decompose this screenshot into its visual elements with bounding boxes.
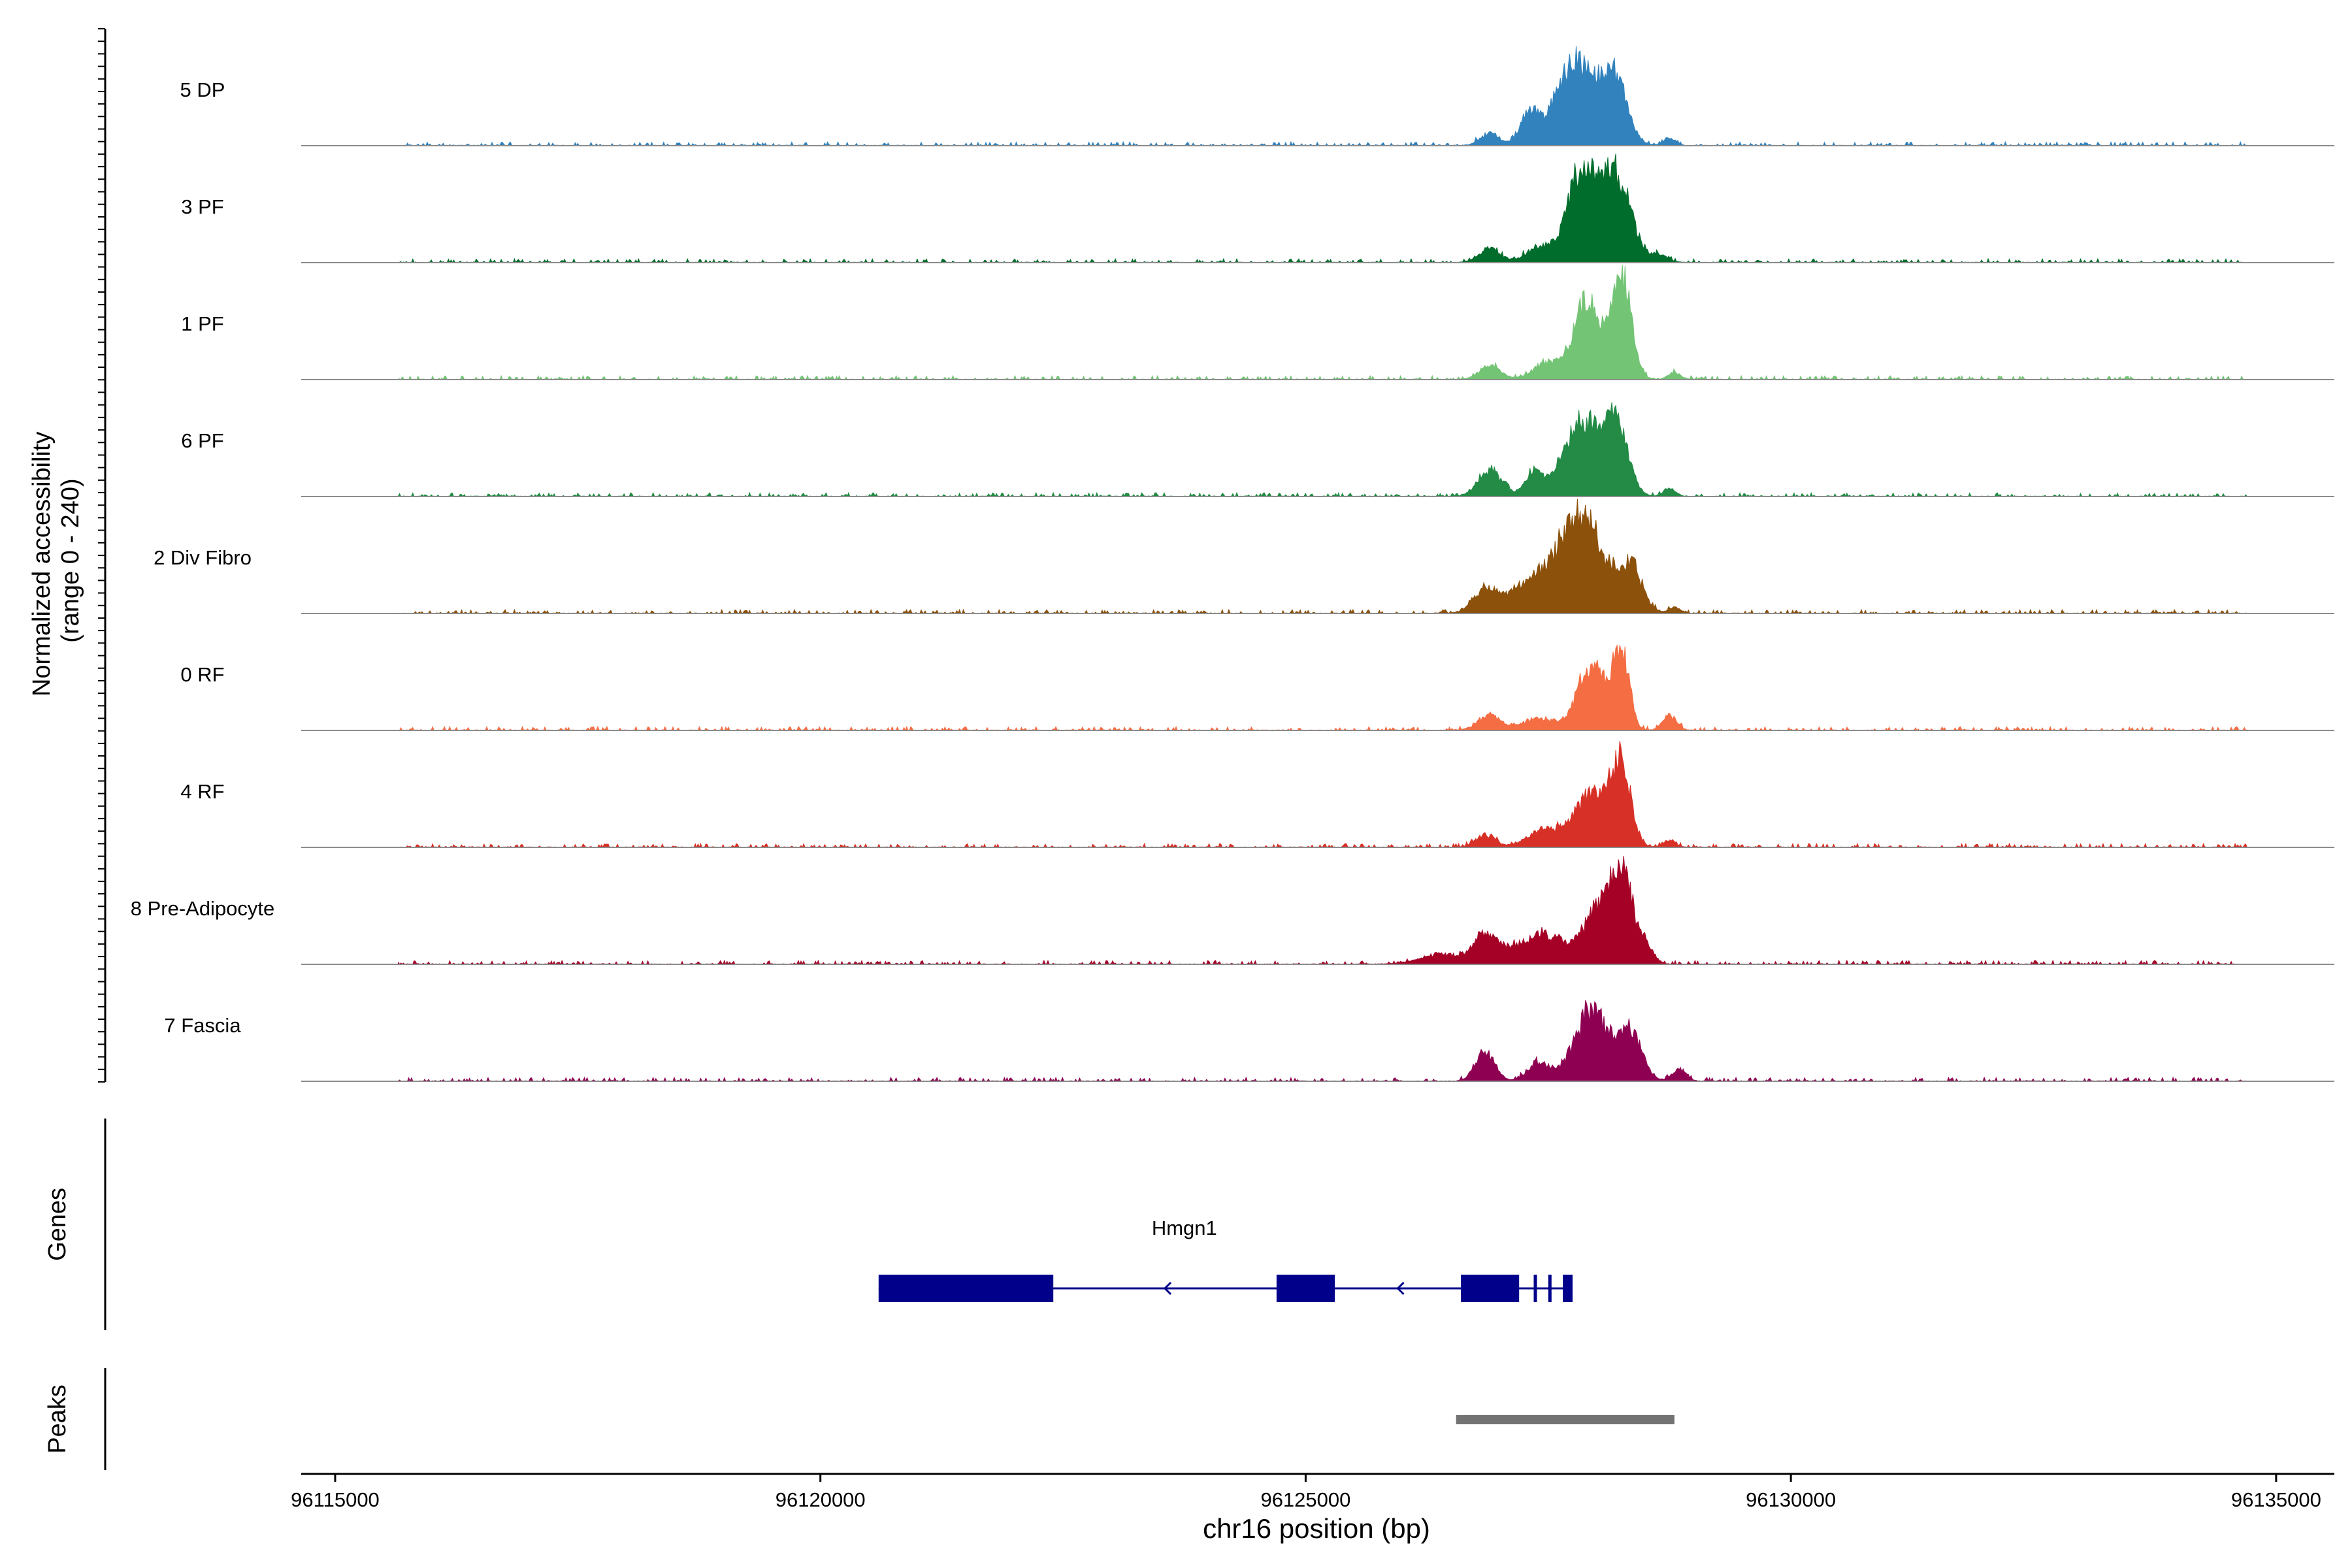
coverage-area-3-pf [398, 154, 2247, 264]
gene-strand-arrow [1396, 1281, 1405, 1296]
x-tick-label: 96135000 [2231, 1488, 2321, 1511]
track-6-pf: 6 PF [181, 402, 2334, 498]
gene-exon [1563, 1275, 1573, 1302]
gene-exon [878, 1275, 1054, 1302]
peaks-label: Peaks [44, 1384, 71, 1454]
gene-track: Hmgn1 [878, 1217, 1573, 1302]
gene-strand-arrow [1163, 1281, 1172, 1296]
coverage-area-5-dp [398, 46, 2247, 147]
track-label-7-fascia: 7 Fascia [164, 1014, 241, 1037]
track-label-3-pf: 3 PF [181, 195, 223, 218]
x-tick-label: 96130000 [1746, 1488, 1836, 1511]
track-5-dp: 5 DP [180, 46, 2334, 147]
track-8-pre-adipocyte: 8 Pre-Adipocyte [131, 856, 2334, 966]
gene-exon [1548, 1275, 1552, 1302]
x-tick-label: 96115000 [291, 1488, 380, 1511]
track-label-1-pf: 1 PF [181, 312, 223, 335]
track-7-fascia: 7 Fascia [164, 1000, 2334, 1083]
coverage-area-2-div-fibro [398, 498, 2247, 615]
track-4-rf: 4 RF [180, 741, 2334, 849]
coverage-y-ticks [98, 28, 105, 1083]
coverage-tracks: 5 DP 3 PF 1 PF 6 PF 2 Div Fibro 0 RF 4 RF 8 Pre… [131, 46, 2334, 1083]
track-label-6-pf: 6 PF [181, 429, 223, 452]
track-2-div-fibro: 2 Div Fibro [154, 498, 2334, 615]
gene-exon [1461, 1275, 1520, 1302]
gene-exon [1533, 1275, 1537, 1302]
track-label-4-rf: 4 RF [180, 780, 224, 803]
y-axis-label-line2: (range 0 - 240) [57, 478, 84, 642]
y-axis-label-line1: Normalized accessibility [28, 432, 56, 696]
gene-name: Hmgn1 [1152, 1217, 1217, 1239]
x-axis-label: chr16 position (bp) [1203, 1513, 1430, 1544]
peak-region [1456, 1415, 1674, 1424]
genes-label: Genes [44, 1188, 71, 1261]
track-1-pf: 1 PF [181, 265, 2334, 381]
track-label-2-div-fibro: 2 Div Fibro [154, 546, 252, 569]
coverage-area-7-fascia [398, 1000, 2247, 1083]
track-0-rf: 0 RF [180, 644, 2334, 732]
x-tick-label: 96125000 [1260, 1488, 1350, 1511]
coverage-area-4-rf [398, 741, 2247, 849]
x-axis-ticks: 96115000 96120000 96125000 96130000 96135000 [291, 1474, 2321, 1511]
track-3-pf: 3 PF [181, 154, 2334, 264]
gene-exon [1276, 1275, 1335, 1302]
y-axis-label: Normalized accessibility (range 0 - 240) [28, 425, 84, 696]
coverage-area-8-pre-adipocyte [398, 856, 2247, 966]
x-tick-label: 96120000 [776, 1488, 866, 1511]
track-label-0-rf: 0 RF [180, 663, 224, 686]
track-label-8-pre-adipocyte: 8 Pre-Adipocyte [131, 897, 275, 920]
coverage-area-6-pf [398, 402, 2247, 498]
coverage-area-0-rf [398, 644, 2247, 732]
peak-track [1456, 1415, 1674, 1424]
track-label-5-dp: 5 DP [180, 78, 225, 101]
coverage-area-1-pf [398, 265, 2247, 381]
